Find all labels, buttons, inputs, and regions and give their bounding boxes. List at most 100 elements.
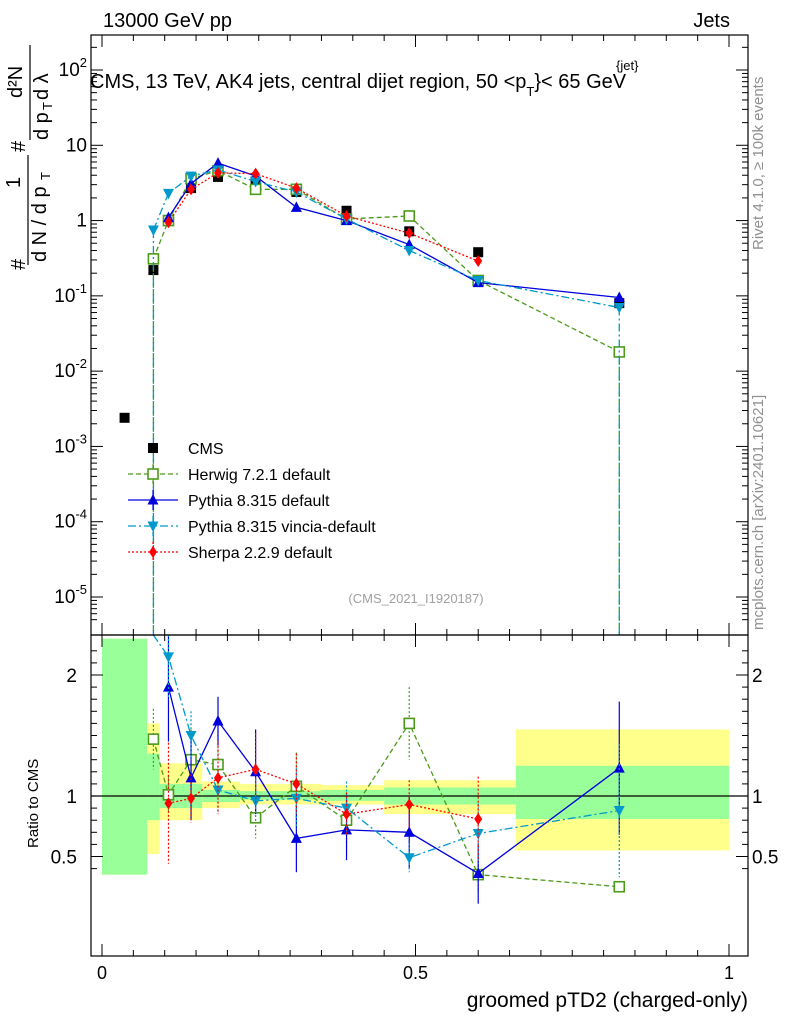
series-line-main [167, 172, 479, 262]
ratio-y-tick-label-left: 1 [66, 787, 77, 808]
ratio-point [613, 880, 626, 893]
watermark: (CMS_2021_I1920187) [348, 591, 483, 606]
data-point [213, 166, 222, 179]
ratio-point [147, 733, 160, 745]
data-point [403, 246, 415, 257]
ratio-y-tick-label-right: 1 [752, 787, 763, 808]
ratio-point [213, 771, 222, 784]
data-point [473, 247, 484, 258]
data-point [613, 303, 625, 314]
ratio-point [185, 731, 197, 742]
y-tick-label: 10-2 [54, 356, 87, 382]
legend-label: Pythia 8.315 default [188, 493, 330, 510]
data-point [474, 255, 483, 268]
data-point [162, 188, 174, 200]
svg-text:#: # [8, 258, 30, 270]
title-post: }< 65 GeV [534, 71, 626, 93]
ratio-point [613, 762, 625, 773]
data-point [164, 216, 173, 229]
ratio-point [164, 797, 173, 810]
ratio-point [292, 777, 301, 790]
ratio-point [613, 806, 625, 817]
svg-text:d N / d p: d N / d p [29, 186, 51, 262]
plot-title: CMS, 13 TeV, AK4 jets, central dijet reg… [90, 71, 627, 99]
series-line-main [152, 169, 620, 353]
ratio-point [185, 771, 197, 783]
ratio-point [403, 717, 416, 730]
ratio-point [474, 812, 483, 825]
data-point [185, 171, 197, 183]
legend-marker [147, 468, 159, 480]
legend-label: CMS [188, 441, 224, 458]
series-line-ratio [152, 634, 620, 859]
series-3 [147, 165, 625, 878]
data-point [290, 201, 302, 212]
ratio-y-tick-label-left: 0.5 [51, 848, 77, 869]
legend-marker [147, 521, 159, 532]
ratio-point [342, 808, 351, 821]
y-tick-label: 10 [66, 135, 87, 156]
data-point [212, 157, 224, 168]
data-point [250, 177, 262, 188]
rivet-label: Rivet 4.1.0, ≥ 100k events [750, 77, 767, 250]
y-tick-label: 102 [59, 55, 87, 81]
ratio-point [249, 811, 262, 824]
legend-marker [149, 546, 157, 558]
ratio-point [251, 763, 260, 776]
series-0 [119, 171, 625, 423]
ratio-point [405, 798, 414, 811]
ratio-point [162, 681, 174, 692]
data-point [147, 225, 159, 236]
y-tick-label: 10-4 [54, 507, 87, 533]
y-axis-label-main: # 1 d N / d p T # d²N d p T d λ [3, 45, 55, 270]
data-point [613, 291, 625, 303]
y-tick-label: 10-1 [54, 281, 87, 307]
x-tick-label: 0.5 [403, 963, 428, 983]
data-point [342, 210, 351, 223]
data-point [405, 227, 414, 240]
series-line-main [167, 162, 620, 299]
legend-label: Pythia 8.315 vincia-default [188, 519, 376, 536]
ratio-point [403, 826, 415, 837]
svg-text:1: 1 [3, 177, 25, 188]
series-line-ratio [152, 722, 620, 888]
ratio-point [162, 652, 174, 663]
ratio-point [212, 758, 224, 771]
ratio-point [290, 832, 302, 843]
svg-text:T: T [40, 102, 55, 110]
ratio-point [403, 853, 415, 864]
ratio-y-tick-label-right: 2 [752, 666, 763, 687]
data-point [403, 210, 416, 222]
legend-marker [148, 443, 158, 453]
legend-marker [147, 494, 159, 505]
legend-item-4: Sherpa 2.2.9 default [128, 542, 333, 562]
legend-label: Herwig 7.2.1 default [188, 467, 331, 484]
uncertainty-band-green [147, 753, 160, 821]
ratio-point [212, 714, 224, 726]
data-point [292, 182, 301, 195]
data-point [185, 177, 197, 189]
series-4 [164, 166, 483, 864]
title-sup: {jet} [616, 58, 639, 73]
header-category: Jets [693, 10, 730, 32]
uncertainty-band-green [102, 638, 148, 875]
svg-text:d p: d p [31, 112, 53, 140]
legend-item-1: Herwig 7.2.1 default [128, 464, 331, 484]
x-tick-label: 1 [724, 963, 734, 983]
legend-item-3: Pythia 8.315 vincia-default [128, 516, 376, 536]
ratio-point [472, 867, 484, 878]
legend-item-0: CMS [148, 441, 224, 458]
y-tick-label: 10-5 [54, 582, 87, 608]
legend: CMS Herwig 7.2.1 default Pythia 8.315 defa… [128, 441, 376, 562]
data-point [472, 275, 484, 287]
header-energy: 13000 GeV pp [103, 10, 232, 32]
ratio-y-tick-label-left: 2 [66, 666, 77, 687]
ratio-y-tick-label-right: 0.5 [752, 848, 778, 869]
x-axis-label: groomed pTD2 (charged-only) [467, 989, 748, 1012]
ratio-point [187, 792, 196, 805]
svg-text:d λ: d λ [31, 73, 53, 100]
svg-text:d²N: d²N [5, 66, 27, 98]
series-line-main [152, 169, 620, 309]
y-tick-label: 10-3 [54, 431, 87, 457]
title-sub: T [526, 84, 534, 99]
